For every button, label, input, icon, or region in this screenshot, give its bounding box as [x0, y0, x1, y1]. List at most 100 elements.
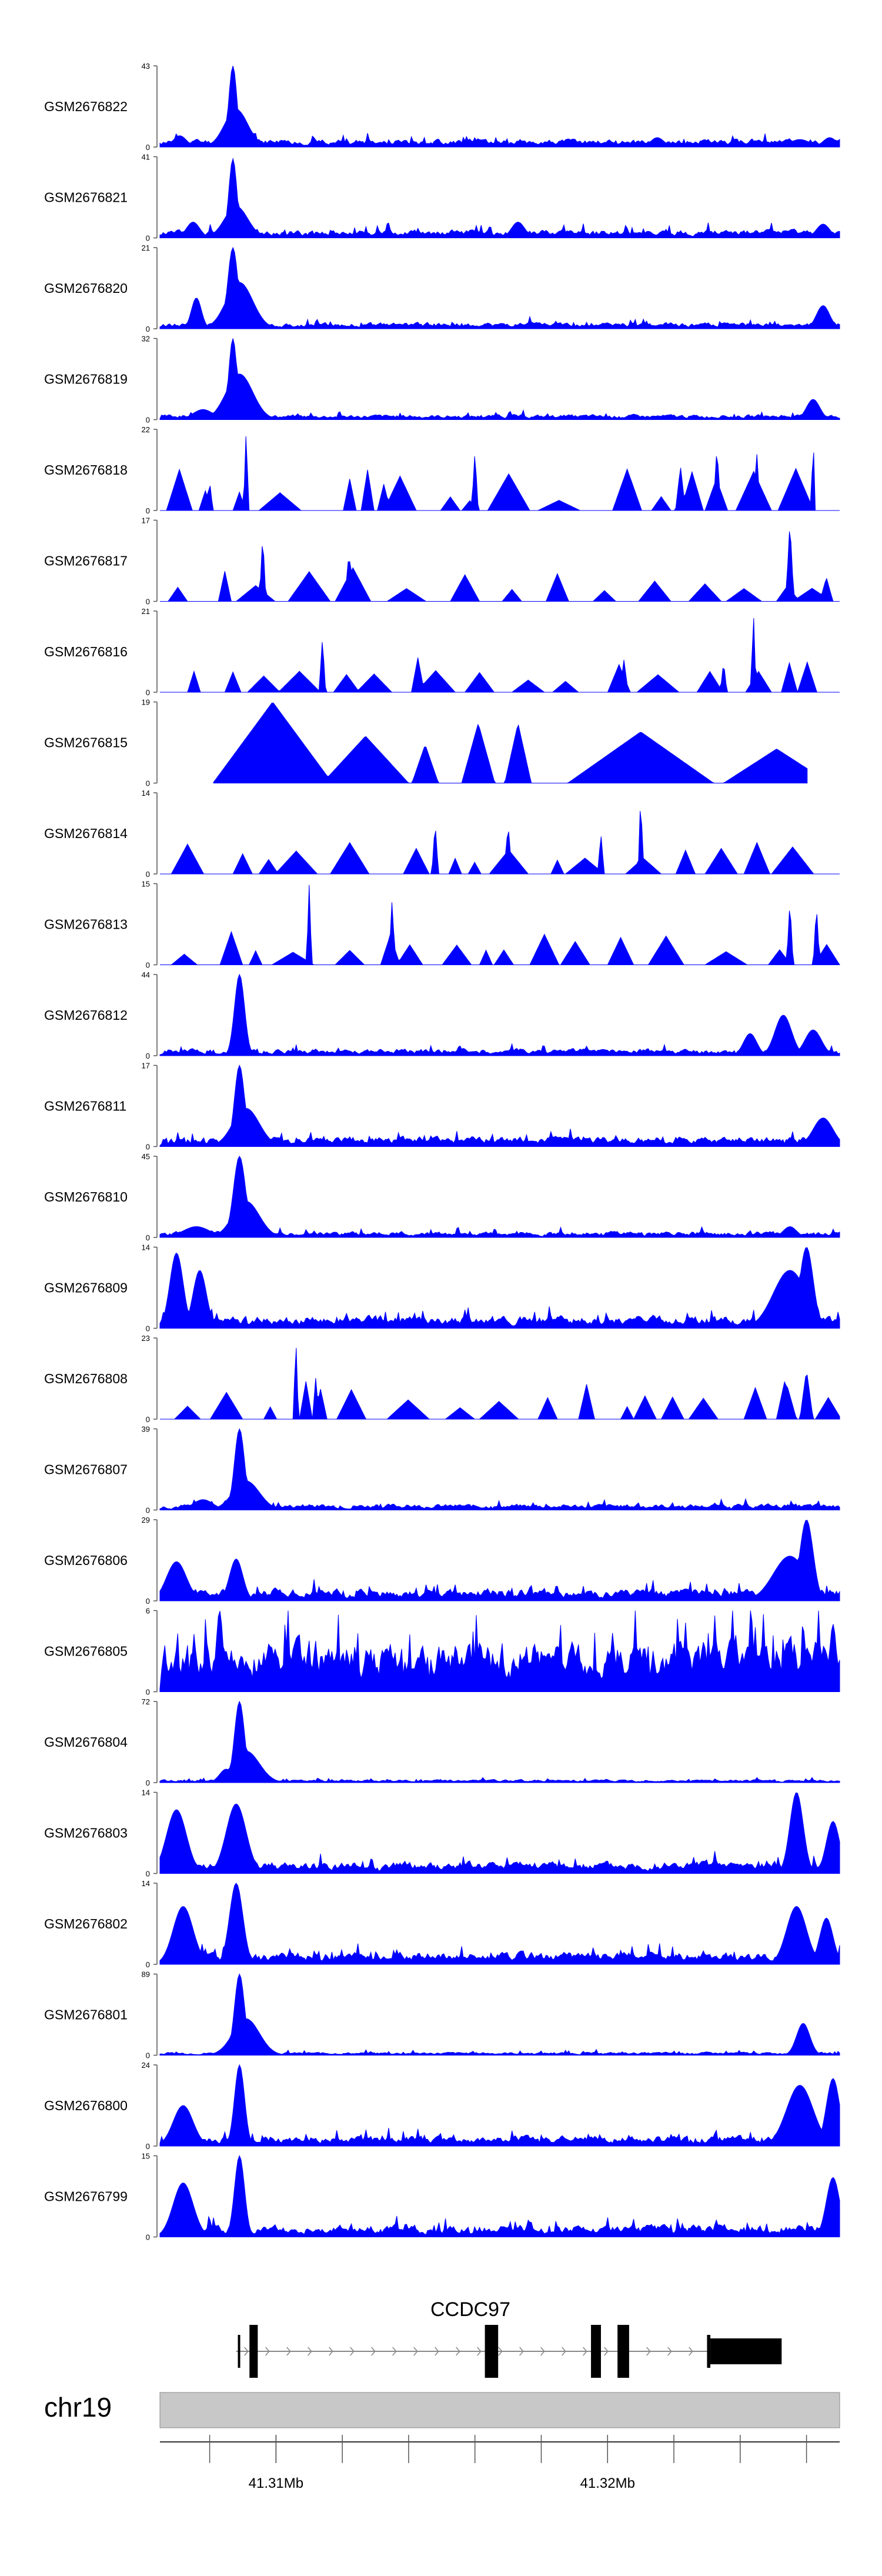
strand-arrow: [498, 2347, 503, 2356]
track-GSM2676802: GSM2676802 14 0: [44, 1879, 840, 1969]
axis-ticks: 41.31Mb 41.32Mb: [209, 2435, 807, 2491]
signal-tracks: GSM2676822430GSM2676821410GSM2676820210G…: [44, 62, 840, 2242]
coverage-area: [159, 1155, 840, 1238]
strand-arrow: [519, 2347, 524, 2356]
coverage-area: [159, 1973, 840, 2056]
y-axis-max-label: 14: [142, 1879, 150, 1888]
track-GSM2676800: GSM2676800 24 0: [44, 2061, 840, 2151]
coverage-area: [159, 157, 840, 238]
track-GSM2676801: GSM2676801 89 0: [44, 1970, 840, 2060]
y-axis-min-label: 0: [146, 1324, 150, 1333]
track-label: GSM2676822: [44, 99, 128, 114]
coverage-area: [159, 1520, 840, 1601]
exon: [238, 2335, 240, 2368]
y-axis-max-label: 39: [142, 1425, 150, 1434]
track-label: GSM2676806: [44, 1553, 128, 1568]
y-axis-min-label: 0: [146, 870, 150, 879]
y-axis-min-label: 0: [146, 961, 150, 970]
coverage-area: [160, 1347, 840, 1420]
track-label: GSM2676821: [44, 190, 128, 205]
y-axis-max-label: 45: [142, 1152, 150, 1161]
coverage-area: [159, 246, 840, 329]
track-GSM2676816: GSM2676816 21 0: [44, 607, 840, 697]
y-axis-min-label: 0: [146, 325, 150, 333]
track-GSM2676799: GSM2676799 15 0: [44, 2152, 840, 2242]
y-axis-min-label: 0: [146, 1143, 150, 1152]
chromosome-ideogram: chr19: [44, 2392, 840, 2428]
coverage-area: [159, 2155, 840, 2237]
exon: [707, 2335, 711, 2368]
coverage-area: [213, 702, 808, 783]
strand-arrow: [244, 2347, 249, 2356]
strand-arrow: [371, 2347, 376, 2356]
track-label: GSM2676819: [44, 372, 128, 387]
track-label: GSM2676800: [44, 2098, 128, 2113]
strand-arrow: [604, 2347, 609, 2356]
y-axis-max-label: 22: [142, 425, 150, 434]
strand-arrow: [477, 2347, 482, 2356]
genomic-axis: 41.31Mb 41.32Mb: [160, 2435, 840, 2491]
strand-arrow: [583, 2347, 587, 2356]
track-GSM2676812: GSM2676812 44 0: [44, 970, 840, 1060]
y-axis-min-label: 0: [146, 143, 150, 152]
y-axis-max-label: 32: [142, 335, 150, 343]
track-GSM2676805: GSM2676805 6 0: [44, 1607, 840, 1697]
coverage-area: [159, 1065, 840, 1147]
y-axis-max-label: 19: [142, 698, 150, 707]
track-label: GSM2676802: [44, 1916, 128, 1931]
exon: [249, 2325, 258, 2378]
y-axis-max-label: 72: [142, 1697, 150, 1706]
y-axis-max-label: 15: [142, 2152, 150, 2161]
coverage-area: [159, 973, 840, 1056]
y-axis-min-label: 0: [146, 2233, 150, 2242]
strand-arrow: [286, 2347, 291, 2356]
track-GSM2676808: GSM2676808 23 0: [44, 1334, 840, 1424]
gene-name-label: CCDC97: [430, 2298, 510, 2321]
track-label: GSM2676816: [44, 644, 128, 659]
coverage-area: [159, 1792, 840, 1874]
track-GSM2676804: GSM2676804 72 0: [44, 1697, 840, 1787]
track-GSM2676811: GSM2676811 17 0: [44, 1062, 840, 1152]
coverage-area: [160, 436, 840, 511]
strand-arrow: [413, 2347, 418, 2356]
coverage-area: [159, 2064, 840, 2147]
strand-arrow: [646, 2347, 651, 2356]
exon: [591, 2325, 601, 2378]
track-GSM2676821: GSM2676821 41 0: [44, 153, 840, 243]
y-axis-max-label: 15: [142, 880, 150, 889]
strand-arrow: [435, 2347, 439, 2356]
coverage-area: [159, 338, 840, 420]
chromosome-band: [159, 2392, 840, 2428]
y-axis-min-label: 0: [146, 1052, 150, 1060]
track-label: GSM2676815: [44, 735, 128, 750]
exon: [485, 2325, 499, 2378]
coverage-area: [160, 810, 840, 875]
track-GSM2676803: GSM2676803 14 0: [44, 1788, 840, 1878]
track-GSM2676820: GSM2676820 21 0: [44, 243, 840, 333]
coverage-area: [160, 618, 840, 693]
track-label: GSM2676818: [44, 462, 128, 478]
y-axis-min-label: 0: [146, 779, 150, 788]
strand-arrow: [329, 2347, 333, 2356]
track-GSM2676807: GSM2676807 39 0: [44, 1425, 840, 1515]
track-label: GSM2676812: [44, 1007, 128, 1023]
track-label: GSM2676799: [44, 2189, 128, 2204]
track-label: GSM2676820: [44, 281, 128, 296]
y-axis-max-label: 89: [142, 1970, 150, 1979]
y-axis-min-label: 0: [146, 598, 150, 606]
coverage-area: [160, 885, 840, 965]
chromosome-label: chr19: [44, 2392, 112, 2422]
track-label: GSM2676808: [44, 1371, 128, 1386]
axis-tick-label: 41.32Mb: [580, 2475, 635, 2491]
y-axis-min-label: 0: [146, 234, 150, 243]
y-axis-max-label: 6: [146, 1607, 150, 1616]
y-axis-min-label: 0: [146, 688, 150, 697]
strand-arrow: [540, 2347, 545, 2356]
coverage-area: [159, 1247, 840, 1329]
strand-arrow: [456, 2347, 460, 2356]
track-GSM2676815: GSM2676815 19 0: [44, 698, 808, 788]
track-label: GSM2676805: [44, 1644, 128, 1659]
strand-arrow: [308, 2347, 312, 2356]
exon: [617, 2325, 629, 2378]
y-axis-min-label: 0: [146, 1870, 150, 1878]
